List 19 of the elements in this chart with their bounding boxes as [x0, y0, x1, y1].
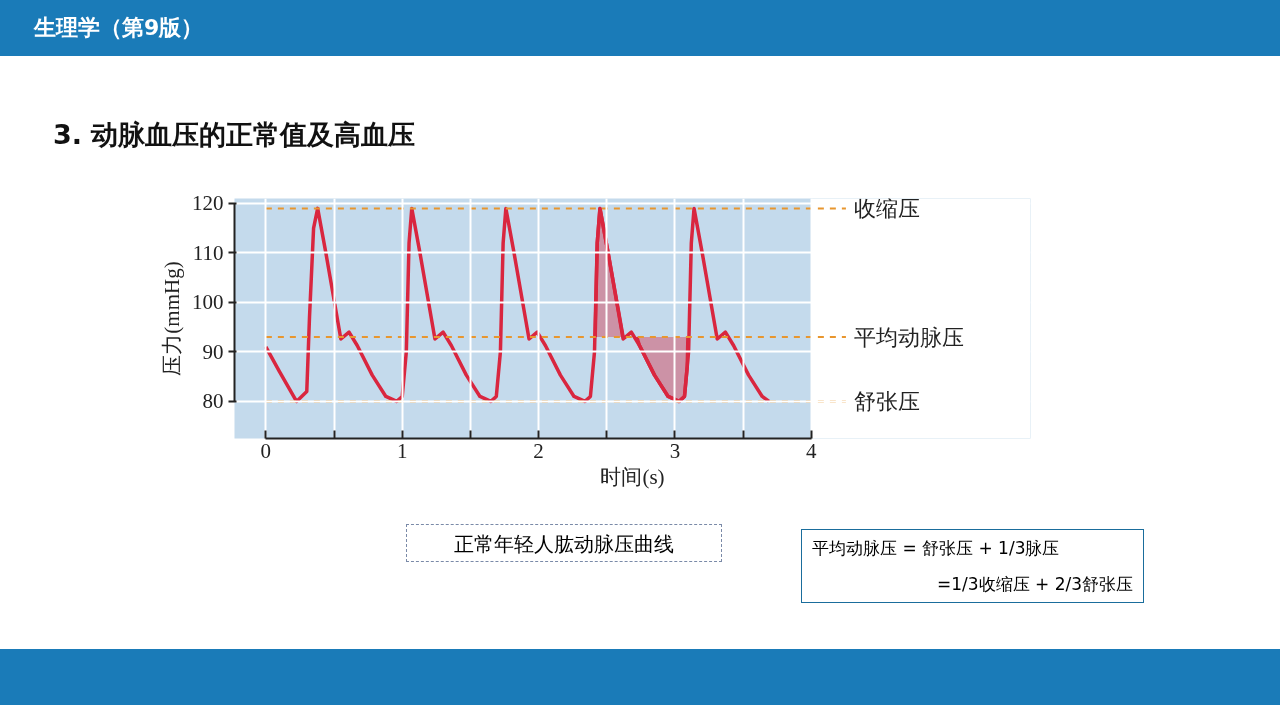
ref-line-label: 舒张压 — [854, 388, 921, 414]
y-tick-label: 100 — [192, 290, 224, 315]
y-axis-title: 压力(mmHg) — [160, 261, 184, 376]
y-tick-label: 110 — [192, 240, 224, 265]
y-tick-label: 120 — [192, 191, 224, 216]
x-tick-label: 3 — [669, 438, 681, 463]
text: =1/3收缩压 + 2/3舒张压 — [936, 573, 1133, 596]
y-tick-label: 80 — [202, 389, 224, 414]
x-tick-label: 2 — [533, 438, 544, 463]
text: 正常年轻人肱动脉压曲线 — [406, 524, 722, 562]
chart-subtitle: 生理学（第9版） — [0, 0, 1280, 56]
x-axis-title: 时间(s) — [600, 464, 665, 489]
y-tick-label: 90 — [202, 339, 224, 364]
x-tick-label: 1 — [396, 438, 408, 463]
x-tick-label: 0 — [260, 438, 272, 463]
text: 平均动脉压 = 舒张压 + 1/3脉压 — [812, 537, 1061, 560]
x-tick-label: 4 — [806, 438, 818, 463]
chart-title: 3. 动脉血压的正常值及高血压 — [53, 118, 416, 152]
ref-line-label: 平均动脉压 — [854, 324, 965, 350]
